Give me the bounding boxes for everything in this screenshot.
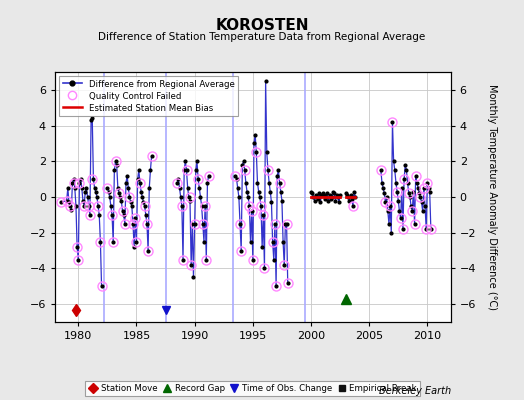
- Text: Difference of Station Temperature Data from Regional Average: Difference of Station Temperature Data f…: [99, 32, 425, 42]
- Text: Berkeley Earth: Berkeley Earth: [378, 386, 451, 396]
- Y-axis label: Monthly Temperature Anomaly Difference (°C): Monthly Temperature Anomaly Difference (…: [487, 84, 497, 310]
- Legend: Station Move, Record Gap, Time of Obs. Change, Empirical Break: Station Move, Record Gap, Time of Obs. C…: [85, 380, 420, 396]
- Text: KOROSTEN: KOROSTEN: [215, 18, 309, 33]
